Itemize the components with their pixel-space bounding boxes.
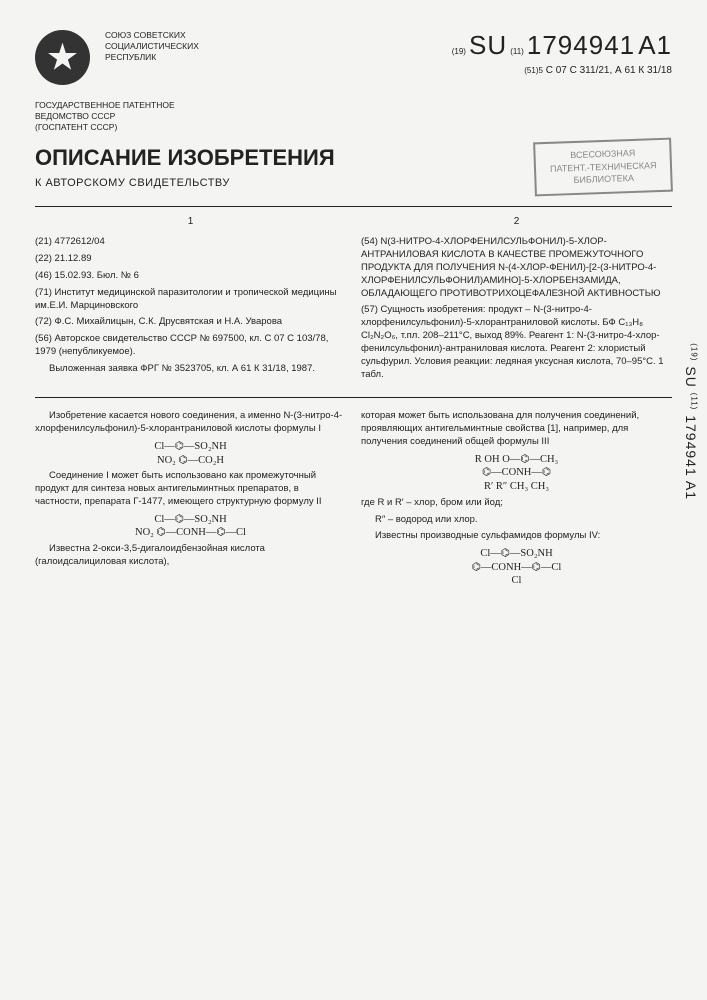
classification-prefix: (51)5: [524, 66, 543, 75]
formula-4-line-1: Cl—⌬—SO₂NH: [361, 547, 672, 561]
side-su: SU: [683, 366, 699, 387]
side-prefix-2: (11): [690, 393, 699, 411]
body-right-p4: Известны производные сульфамидов формулы…: [361, 530, 672, 543]
body-left-p3: Известна 2-окси-3,5-дигалоидбензойная ки…: [35, 543, 346, 569]
body-col-left: Изобретение касается нового соединения, …: [35, 410, 346, 591]
body-col-right: которая может быть использована для полу…: [361, 410, 672, 591]
side-number: 1794941: [683, 415, 699, 477]
header-top-row: СОЮЗ СОВЕТСКИХ СОЦИАЛИСТИЧЕСКИХ РЕСПУБЛИ…: [35, 30, 672, 85]
title-block: ОПИСАНИЕ ИЗОБРЕТЕНИЯ К АВТОРСКОМУ СВИДЕТ…: [35, 145, 514, 189]
formula-3-line-1: R OH O—⌬—CH₃: [361, 453, 672, 467]
number-prefix: (11): [510, 47, 524, 56]
prior-art-2: Выложенная заявка ФРГ № 3523705, кл. А 6…: [35, 363, 346, 376]
side-prefix-1: (19): [690, 343, 699, 361]
inventors: (72) Ф.С. Михайлицын, С.К. Друсвятская и…: [35, 316, 346, 329]
emblem-star: [48, 43, 78, 73]
biblio-columns: 1 (21) 4772612/04 (22) 21.12.89 (46) 15.…: [35, 215, 672, 385]
agency-text: ГОСУДАРСТВЕННОЕ ПАТЕНТНОЕ ВЕДОМСТВО СССР…: [35, 100, 672, 133]
classification-code: С 07 С 311/21, А 61 К 31/18: [546, 65, 672, 76]
applicant: (71) Институт медицинской паразитологии …: [35, 287, 346, 313]
filing-date: (22) 21.12.89: [35, 253, 346, 266]
title-row: ОПИСАНИЕ ИЗОБРЕТЕНИЯ К АВТОРСКОМУ СВИДЕТ…: [35, 145, 672, 194]
formula-1-line-1: Cl—⌬—SO₂NH: [35, 440, 346, 454]
body-left-p2: Соединение I может быть использовано как…: [35, 470, 346, 508]
state-emblem: [35, 30, 90, 85]
body-right-p2: где R и R′ – хлор, бром или йод;: [361, 497, 672, 510]
document-number-block: (19) SU (11) 1794941 A1 (51)5 С 07 С 311…: [396, 30, 672, 85]
biblio-col-left: 1 (21) 4772612/04 (22) 21.12.89 (46) 15.…: [35, 215, 346, 385]
formula-3: R OH O—⌬—CH₃ ⌬—CONH—⌬ R′ R″ CH₃ CH₃: [361, 453, 672, 494]
country-code: SU: [469, 30, 507, 60]
application-number: (21) 4772612/04: [35, 236, 346, 249]
body-columns: Изобретение касается нового соединения, …: [35, 410, 672, 591]
formula-1: Cl—⌬—SO₂NH NO₂ ⌬—CO₂H: [35, 440, 346, 467]
side-kind: A1: [683, 481, 699, 500]
col-number-1: 1: [35, 215, 346, 229]
formula-3-line-2: ⌬—CONH—⌬: [361, 466, 672, 480]
body-right-p1: которая может быть использована для полу…: [361, 410, 672, 448]
kind-code: A1: [638, 30, 672, 60]
formula-3-line-3: R′ R″ CH₃ CH₃: [361, 480, 672, 494]
formula-2-line-1: Cl—⌬—SO₂NH: [35, 513, 346, 527]
abstract-title: (54) N(3-НИТРО-4-ХЛОРФЕНИЛСУЛЬФОНИЛ)-5-Х…: [361, 236, 672, 300]
formula-4-line-3: Cl: [361, 574, 672, 588]
formula-2-line-2: NO₂ ⌬—CONH—⌬—Cl: [35, 526, 346, 540]
abstract-body: (57) Сущность изобретения: продукт – N-(…: [361, 304, 672, 381]
union-text: СОЮЗ СОВЕТСКИХ СОЦИАЛИСТИЧЕСКИХ РЕСПУБЛИ…: [105, 30, 381, 85]
col-number-2: 2: [361, 215, 672, 229]
divider-mid: [35, 397, 672, 398]
formula-1-line-2: NO₂ ⌬—CO₂H: [35, 454, 346, 468]
biblio-col-right: 2 (54) N(3-НИТРО-4-ХЛОРФЕНИЛСУЛЬФОНИЛ)-5…: [361, 215, 672, 385]
publication-date: (46) 15.02.93. Бюл. № 6: [35, 270, 346, 283]
library-stamp: ВСЕСОЮЗНАЯ ПАТЕНТ.-ТЕХНИЧЕСКАЯ БИБЛИОТЕК…: [533, 138, 673, 197]
subtitle: К АВТОРСКОМУ СВИДЕТЕЛЬСТВУ: [35, 177, 514, 189]
main-title: ОПИСАНИЕ ИЗОБРЕТЕНИЯ: [35, 145, 514, 171]
country-code-prefix: (19): [452, 47, 466, 56]
formula-2: Cl—⌬—SO₂NH NO₂ ⌬—CONH—⌬—Cl: [35, 513, 346, 540]
formula-4-line-2: ⌬—CONH—⌬—Cl: [361, 561, 672, 575]
body-left-p1: Изобретение касается нового соединения, …: [35, 410, 346, 436]
patent-number: 1794941: [527, 30, 635, 60]
body-right-p3: R″ – водород или хлор.: [361, 514, 672, 527]
prior-art-1: (56) Авторское свидетельство СССР № 6975…: [35, 333, 346, 359]
divider-top: [35, 206, 672, 207]
side-document-number: (19) SU (11) 1794941 A1: [683, 343, 699, 500]
formula-4: Cl—⌬—SO₂NH ⌬—CONH—⌬—Cl Cl: [361, 547, 672, 588]
